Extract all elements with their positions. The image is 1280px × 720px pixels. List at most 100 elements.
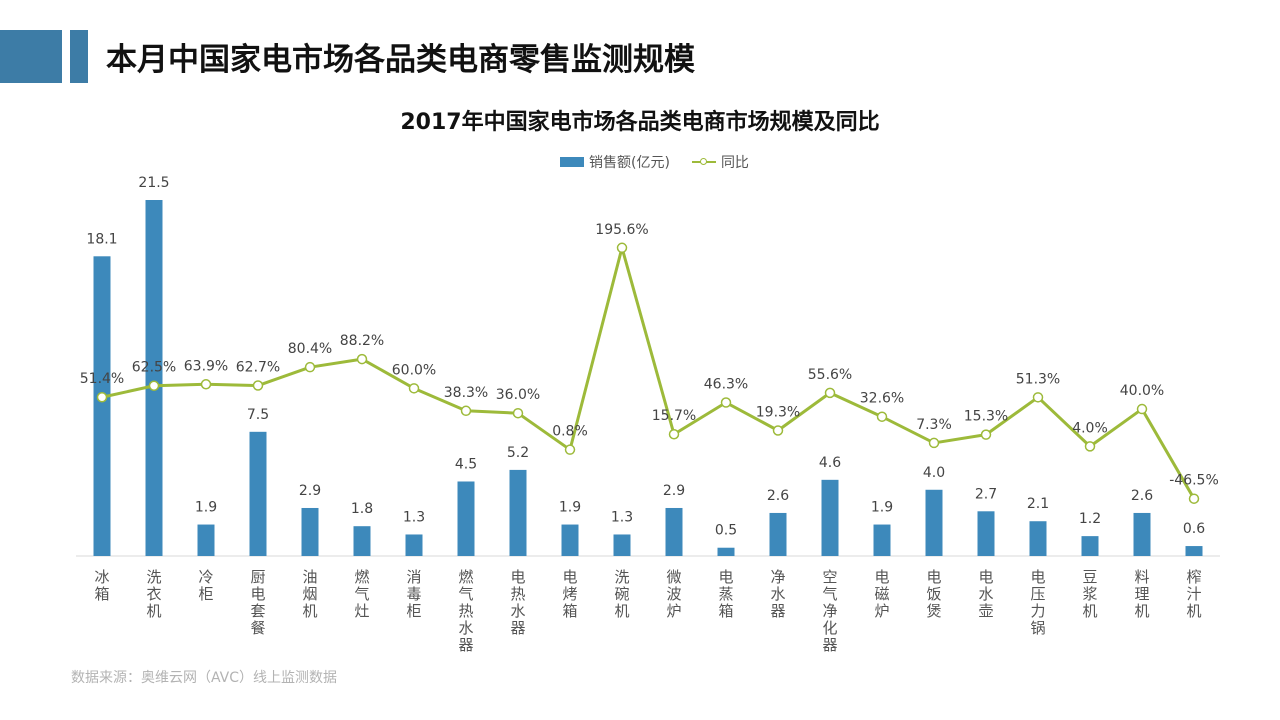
bar-11 <box>665 507 683 556</box>
yoy-label-17: 15.3% <box>964 409 1008 425</box>
category-label-20: 料理机 <box>1134 568 1149 620</box>
bar-20 <box>1133 512 1151 556</box>
yoy-point-13 <box>772 425 784 436</box>
category-label-7: 燃气热水器 <box>458 568 473 654</box>
category-label-14: 空气净化器 <box>822 568 837 654</box>
bar-label-0: 18.1 <box>86 231 117 247</box>
yoy-label-16: 7.3% <box>916 417 952 433</box>
category-label-21: 榨汁机 <box>1186 568 1201 620</box>
category-label-6: 消毒柜 <box>406 568 421 620</box>
category-label-16: 电饭煲 <box>926 568 941 620</box>
legend-label-sales: 销售额(亿元) <box>589 155 670 171</box>
bar-label-7: 4.5 <box>455 456 477 472</box>
yoy-label-15: 32.6% <box>860 391 904 407</box>
yoy-label-4: 80.4% <box>288 341 332 357</box>
yoy-point-8 <box>512 407 524 419</box>
yoy-point-15 <box>876 411 888 422</box>
bar-label-11: 2.9 <box>663 483 685 499</box>
bar-1 <box>145 200 163 556</box>
yoy-line <box>101 246 1196 500</box>
title-accent-block <box>0 30 62 83</box>
yoy-label-9: 0.8% <box>552 424 588 440</box>
yoy-point-3 <box>252 380 264 391</box>
yoy-label-11: 15.7% <box>652 408 696 424</box>
yoy-point-5 <box>356 353 368 365</box>
legend-line-swatch <box>691 158 716 165</box>
category-label-15: 电磁炉 <box>874 568 889 620</box>
category-label-2: 冷柜 <box>198 568 213 603</box>
legend-bar-swatch <box>560 157 584 167</box>
bar-label-2: 1.9 <box>195 500 217 516</box>
bar-label-9: 1.9 <box>559 500 581 516</box>
bar-13 <box>769 512 787 556</box>
yoy-label-3: 62.7% <box>236 360 280 376</box>
bar-5 <box>353 526 371 556</box>
bar-label-3: 7.5 <box>247 407 269 423</box>
category-label-5: 燃气灶 <box>354 568 369 620</box>
bar-label-4: 2.9 <box>299 483 321 499</box>
category-label-17: 电水壶 <box>978 568 993 620</box>
yoy-point-7 <box>460 405 472 417</box>
bar-15 <box>873 524 891 556</box>
bar-label-10: 1.3 <box>611 509 633 525</box>
yoy-label-14: 55.6% <box>808 367 852 383</box>
bar-8 <box>509 469 527 556</box>
yoy-point-4 <box>304 361 316 373</box>
yoy-label-19: 4.0% <box>1072 420 1108 436</box>
bar-9 <box>561 524 579 556</box>
yoy-point-6 <box>408 383 420 394</box>
bar-label-18: 2.1 <box>1027 496 1049 512</box>
bar-10 <box>613 534 631 556</box>
category-label-1: 洗衣机 <box>146 568 161 620</box>
category-label-11: 微波炉 <box>666 568 681 620</box>
yoy-point-11 <box>668 428 680 440</box>
bar-6 <box>405 534 423 556</box>
legend-label-yoy: 同比 <box>720 155 749 171</box>
yoy-point-20 <box>1136 403 1148 415</box>
category-label-8: 电热水器 <box>510 568 525 637</box>
category-label-19: 豆浆机 <box>1082 568 1097 620</box>
yoy-point-0 <box>96 391 108 403</box>
bar-label-1: 21.5 <box>138 175 169 191</box>
bar-label-15: 1.9 <box>871 500 893 516</box>
bar-label-19: 1.2 <box>1079 511 1101 527</box>
bar-7 <box>457 481 475 556</box>
bar-3 <box>249 431 267 556</box>
yoy-label-1: 62.5% <box>132 360 176 376</box>
bar-14 <box>821 479 839 556</box>
bar-label-5: 1.8 <box>351 501 373 517</box>
chart-legend: 销售额(亿元) 同比 <box>560 150 749 174</box>
bar-label-6: 1.3 <box>403 509 425 525</box>
bar-label-17: 2.7 <box>975 486 997 502</box>
bar-12 <box>717 547 735 556</box>
yoy-point-9 <box>564 444 576 455</box>
bar-16 <box>925 489 943 556</box>
yoy-label-6: 60.0% <box>392 362 436 378</box>
bar-label-16: 4.0 <box>923 465 945 481</box>
page-title: 本月中国家电市场各品类电商零售监测规模 <box>106 42 695 78</box>
category-label-10: 洗碗机 <box>614 568 629 620</box>
yoy-point-1 <box>148 380 160 391</box>
yoy-point-14 <box>824 387 836 399</box>
data-source-note: 数据来源：奥维云网（AVC）线上监测数据 <box>71 670 338 686</box>
bar-4 <box>301 507 319 556</box>
bar-19 <box>1081 536 1099 556</box>
yoy-point-19 <box>1084 441 1096 452</box>
title-accent-bar <box>70 30 88 83</box>
yoy-label-21: -46.5% <box>1169 473 1219 489</box>
yoy-label-0: 51.4% <box>80 371 124 387</box>
yoy-label-5: 88.2% <box>340 333 384 349</box>
bar-label-20: 2.6 <box>1131 488 1153 504</box>
yoy-label-2: 63.9% <box>184 358 228 374</box>
bar-label-21: 0.6 <box>1183 521 1205 537</box>
category-label-4: 油烟机 <box>302 568 317 620</box>
yoy-point-16 <box>928 437 940 449</box>
category-label-3: 厨电套餐 <box>250 568 265 637</box>
yoy-point-2 <box>200 379 212 390</box>
bar-label-12: 0.5 <box>715 523 737 539</box>
category-label-9: 电烤箱 <box>562 568 577 620</box>
bar-2 <box>197 524 215 556</box>
bar-18 <box>1029 521 1047 556</box>
yoy-label-13: 19.3% <box>756 404 800 420</box>
